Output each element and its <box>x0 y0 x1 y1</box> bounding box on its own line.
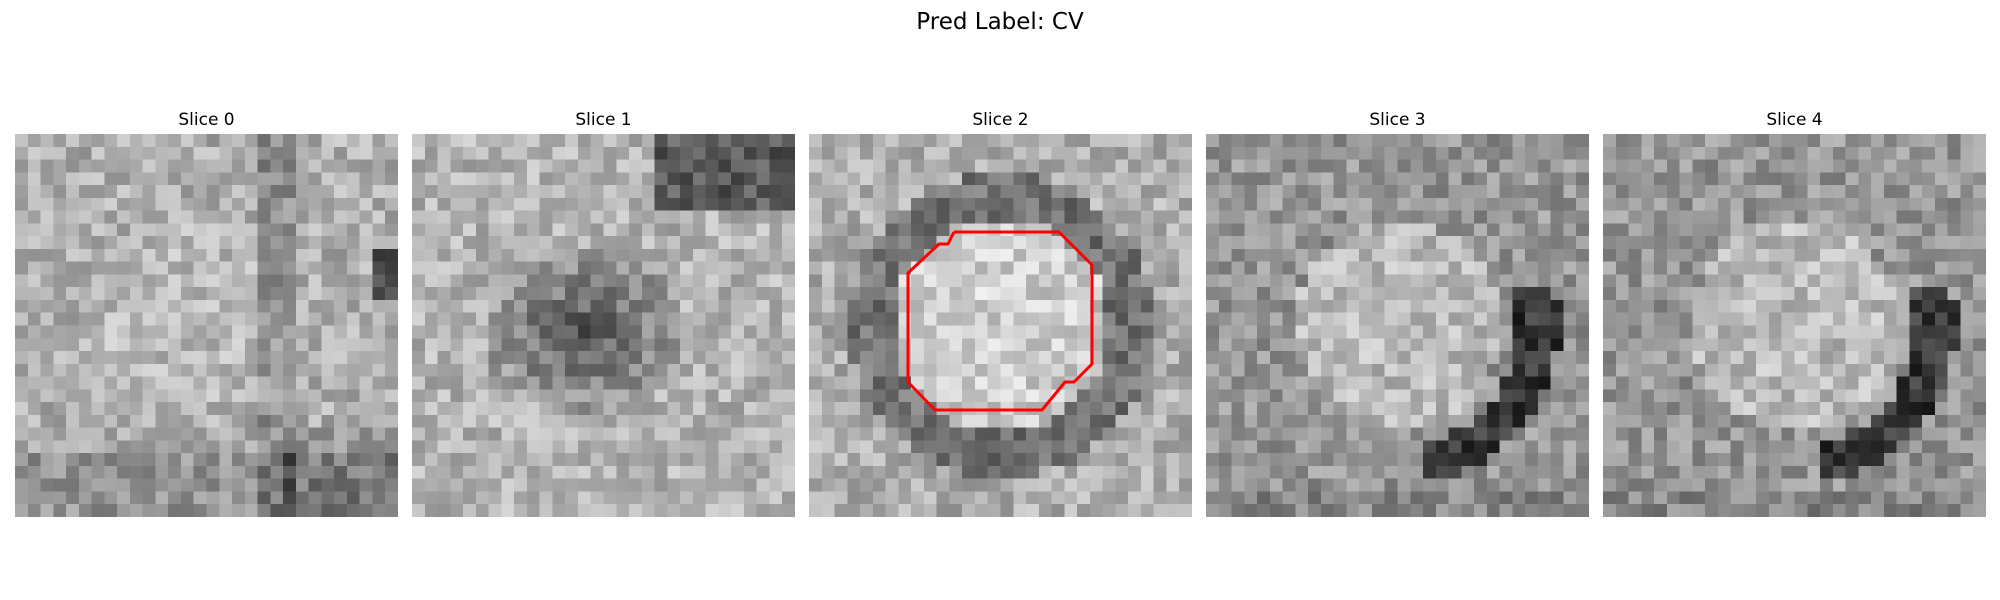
slice-image-3 <box>1206 134 1589 517</box>
figure-title: Pred Label: CV <box>916 9 1084 35</box>
slice-image-1 <box>412 134 795 517</box>
slice-panel-2: Slice 2 <box>809 108 1192 517</box>
contour-line <box>906 230 1094 412</box>
slice-panel-4: Slice 4 <box>1603 108 1986 517</box>
slice-title: Slice 3 <box>1369 110 1426 130</box>
slice-title: Slice 4 <box>1766 110 1823 130</box>
slice-title: Slice 2 <box>972 110 1029 130</box>
slice-title: Slice 1 <box>575 110 632 130</box>
slice-title: Slice 0 <box>178 110 235 130</box>
slice-image-0 <box>15 134 398 517</box>
slice-image-2 <box>809 134 1192 517</box>
slice-panel-3: Slice 3 <box>1206 108 1589 517</box>
segmentation-contour <box>906 230 1094 412</box>
slice-panel-0: Slice 0 <box>15 108 398 517</box>
slice-image-4 <box>1603 134 1986 517</box>
slice-panel-1: Slice 1 <box>412 108 795 517</box>
